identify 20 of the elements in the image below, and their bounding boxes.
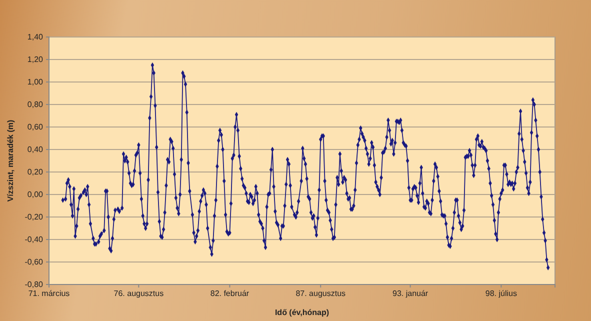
y-tick-label: 0,60	[27, 122, 44, 132]
y-tick-label: 1,40	[27, 32, 44, 42]
y-axis-title: Vízszint, maradék (m)	[6, 120, 15, 202]
y-tick-label: -0,80	[24, 280, 44, 290]
x-tick-label: 93. január	[392, 289, 428, 298]
y-tick-label: -0,60	[24, 258, 44, 267]
y-tick-label: -0,20	[24, 212, 44, 222]
y-tick-label: 0,20	[27, 168, 44, 177]
x-tick-label: 98. július	[485, 289, 517, 298]
y-tick-label: 1,00	[27, 78, 44, 87]
x-tick-label: 76. augusztus	[114, 289, 164, 298]
y-tick-label: 0,00	[27, 190, 44, 200]
y-tick-label: -0,40	[24, 235, 44, 244]
y-tick-label: 0,40	[27, 145, 44, 154]
y-tick-label: 0,80	[27, 100, 44, 110]
x-tick-label: 87. augusztus	[296, 289, 346, 298]
y-tick-label: 1,20	[27, 55, 44, 64]
x-tick-label: 71. március	[28, 289, 70, 298]
x-tick-label: 82. február	[210, 289, 250, 298]
x-axis-title: Idő (év,hónap)	[274, 308, 330, 317]
